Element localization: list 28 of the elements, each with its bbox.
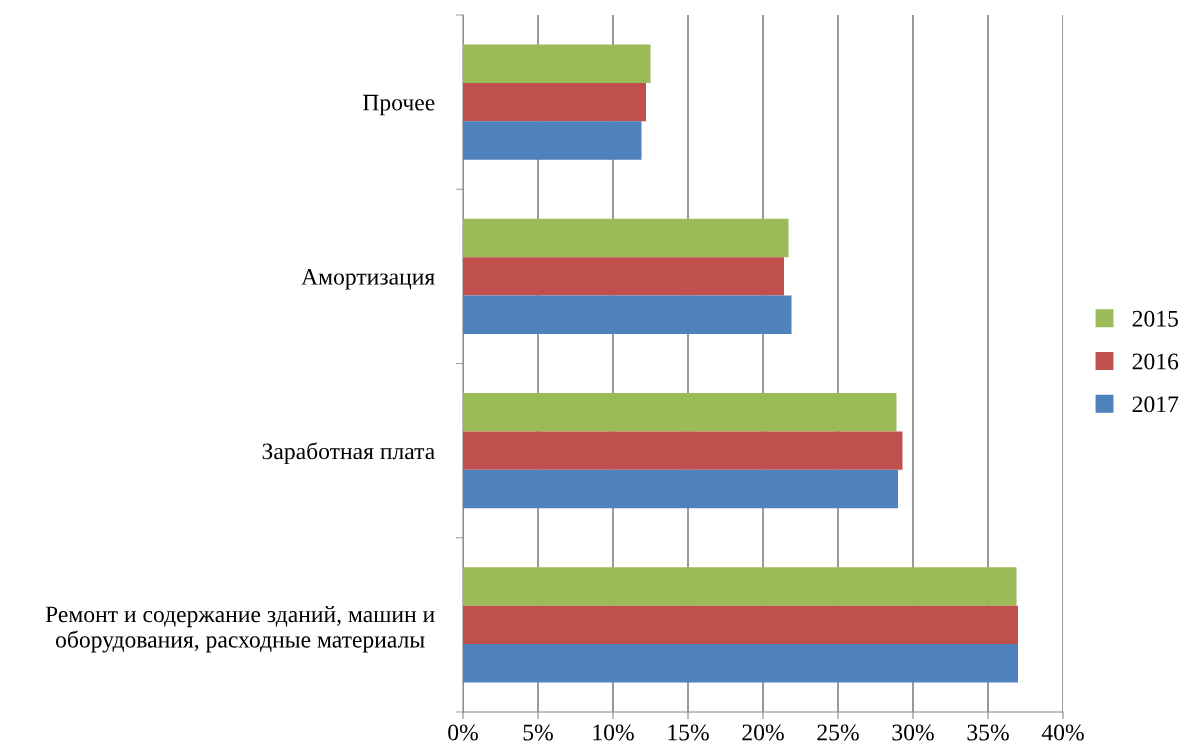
bar — [463, 121, 642, 160]
bar — [463, 567, 1017, 606]
bar — [463, 257, 784, 296]
x-tick-label: 30% — [892, 724, 934, 741]
bar — [463, 44, 651, 83]
x-tick-label: 15% — [668, 724, 709, 741]
x-tick-label: 35% — [967, 724, 1009, 741]
x-tick-label: 5% — [523, 724, 553, 741]
bar — [463, 82, 646, 122]
legend-label: 2017 — [1132, 396, 1179, 413]
x-tick-label: 0% — [448, 724, 478, 741]
bar — [463, 644, 1018, 683]
x-tick-label: 25% — [817, 724, 859, 741]
bar — [463, 218, 789, 258]
y-tick-label: Прочее — [363, 94, 435, 116]
y-tick-label: Амортизация — [301, 268, 435, 290]
bar — [463, 469, 898, 509]
y-tick-label: Заработная плата — [262, 442, 435, 465]
x-tick-label: 20% — [742, 724, 784, 741]
bar — [463, 431, 903, 470]
y-tick-label: Ремонт и содержание зданий, машин и оборудования, расходные материалы — [45, 605, 435, 653]
legend-label: 2015 — [1132, 310, 1178, 327]
bar — [463, 393, 897, 432]
bar — [463, 295, 792, 334]
bar — [463, 605, 1018, 645]
x-tick-label: 40% — [1041, 724, 1084, 741]
x-tick-label: 10% — [593, 724, 634, 741]
legend-label: 2016 — [1132, 353, 1179, 370]
